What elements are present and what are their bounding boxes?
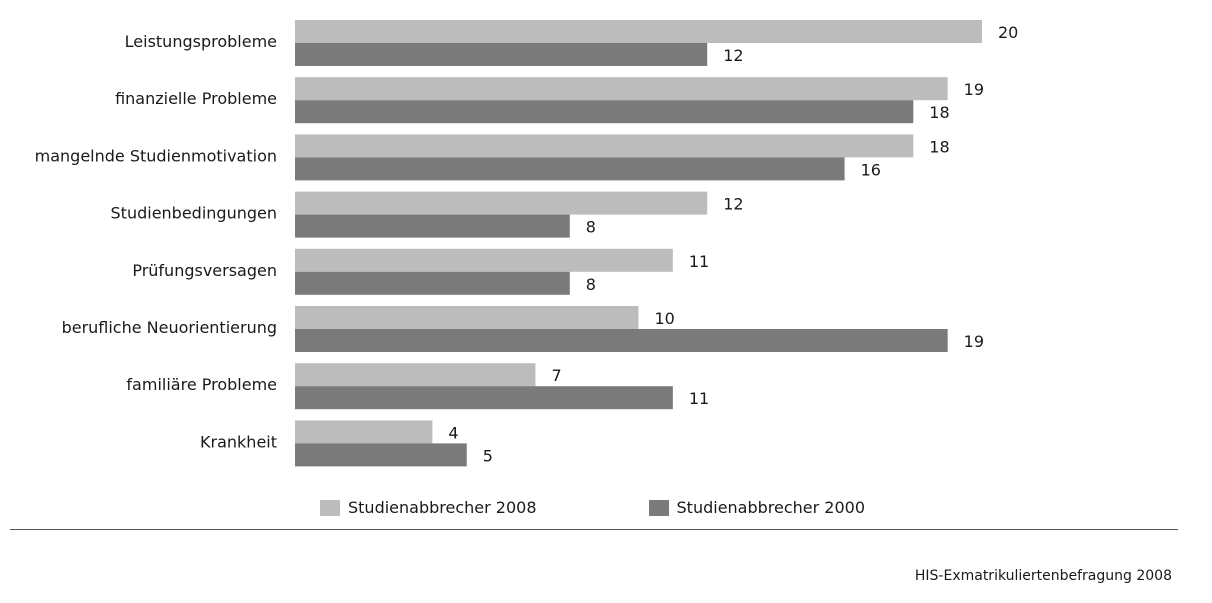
bar-2000 [295,43,708,66]
category-label: finanzielle Probleme [115,89,277,108]
bar-2008 [295,420,433,444]
legend-swatch-2008 [320,499,340,516]
legend-swatch-2000 [648,499,669,516]
value-label: 16 [861,160,881,179]
bar-2000 [295,100,914,124]
category-label: mangelnde Studienmotivation [35,146,277,165]
value-label: 7 [551,366,561,385]
bar-2000 [295,329,948,352]
legend-item-2000: Studienabbrecher 2000 [648,498,866,517]
category-label: berufliche Neuorientierung [62,318,277,337]
bar-2008 [295,134,914,158]
legend-label-2008: Studienabbrecher 2008 [348,498,537,517]
value-label: 20 [998,23,1018,42]
value-label: 11 [689,252,709,271]
legend-item-2008: Studienabbrecher 2008 [320,498,537,517]
value-label: 19 [964,80,984,99]
value-label: 18 [929,103,949,122]
legend-label-2000: Studienabbrecher 2000 [676,498,866,517]
value-label: 5 [483,446,493,465]
source-note: HIS-Exmatrikuliertenbefragung 2008 [914,568,1172,584]
value-label: 11 [689,389,709,408]
value-label: 8 [586,275,596,294]
bar-2000 [295,271,570,295]
bar-2000 [295,214,570,238]
bar-2000 [295,157,845,181]
bar-2008 [295,191,708,215]
value-label: 8 [586,218,596,237]
divider-line [10,529,1178,530]
bar-2000 [295,386,673,410]
category-label: Krankheit [200,432,277,451]
bar-2008 [295,77,948,101]
bar-2000 [295,443,467,467]
category-label: Studienbedingungen [111,204,277,223]
value-label: 10 [655,309,675,328]
bar-2008 [295,363,536,387]
value-label: 4 [448,423,458,442]
category-label: Prüfungsversagen [132,261,277,280]
bar-2008 [295,306,639,329]
value-label: 12 [723,195,743,214]
legend: Studienabbrecher 2008 Studienabbrecher 2… [320,498,977,517]
value-label: 18 [929,137,949,156]
bar-2008 [295,248,673,272]
bar-chart: Leistungsprobleme 20 12 finanzielle Problem… [35,20,1018,467]
value-label: 12 [723,46,743,65]
category-label: familiäre Probleme [126,375,277,394]
category-label: Leistungsprobleme [125,32,277,51]
bar-2008 [295,20,982,43]
value-label: 19 [964,332,984,351]
